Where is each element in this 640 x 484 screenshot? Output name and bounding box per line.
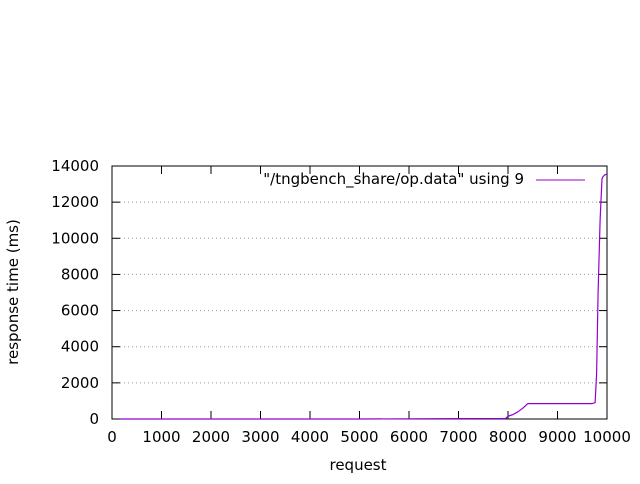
x-tick-label: 7000 [439, 428, 477, 446]
x-tick-label: 2000 [192, 428, 230, 446]
grid-lines [112, 201, 607, 384]
x-tick-label: 0 [107, 428, 117, 446]
legend: "/tngbench_share/op.data" using 9 [263, 170, 585, 189]
x-axis-label: request [329, 456, 386, 474]
y-tick-label: 14000 [51, 157, 99, 175]
series-line [119, 173, 608, 420]
y-tick-label: 0 [89, 410, 99, 428]
x-tick-label: 8000 [489, 428, 527, 446]
y-tick-label: 10000 [51, 229, 99, 247]
y-tick-label: 2000 [61, 374, 99, 392]
y-axis-label: response time (ms) [4, 219, 22, 365]
plot-frame [111, 165, 608, 420]
y-axis: 0 2000 4000 6000 8000 10000 12000 14000 [51, 157, 607, 428]
x-tick-label: 10000 [583, 428, 631, 446]
x-tick-label: 4000 [291, 428, 329, 446]
legend-label: "/tngbench_share/op.data" using 9 [263, 170, 524, 189]
y-tick-label: 6000 [61, 302, 99, 320]
x-tick-label: 5000 [340, 428, 378, 446]
x-tick-label: 6000 [390, 428, 428, 446]
x-tick-label: 3000 [241, 428, 279, 446]
y-tick-label: 4000 [61, 338, 99, 356]
x-tick-label: 9000 [538, 428, 576, 446]
x-axis: 0 1000 2000 3000 4000 5000 6000 7000 8000 9000 100… [107, 166, 631, 446]
series-group [119, 173, 608, 420]
y-tick-label: 12000 [51, 193, 99, 211]
x-tick-label: 1000 [142, 428, 180, 446]
y-tick-label: 8000 [61, 265, 99, 283]
